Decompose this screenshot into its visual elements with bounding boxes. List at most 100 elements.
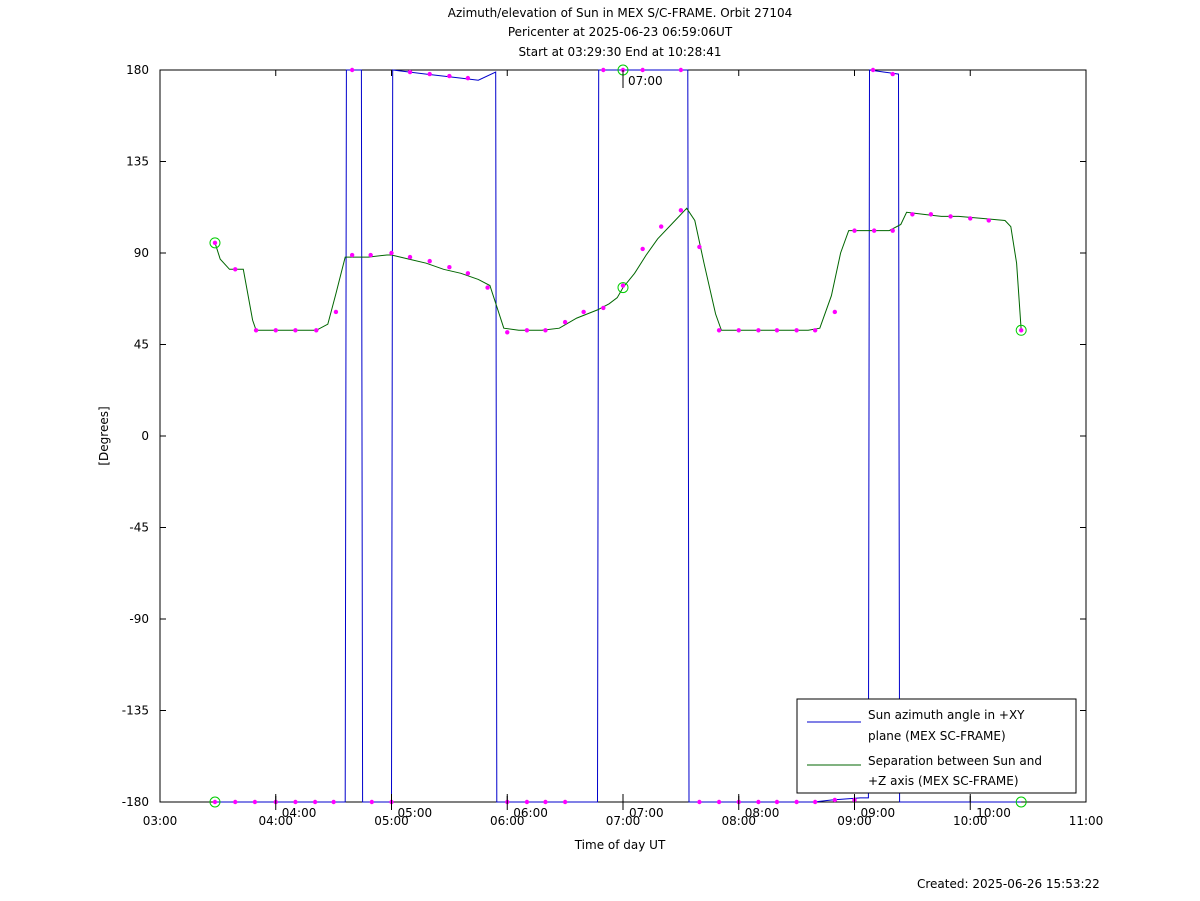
separation-marker <box>407 254 413 260</box>
y-tick-label: 90 <box>134 246 149 260</box>
separation-marker <box>794 328 799 333</box>
separation-marker <box>447 265 452 270</box>
x-tick-label: 07:00 <box>606 814 641 828</box>
x-axis-label: Time of day UT <box>574 838 666 852</box>
separation-marker <box>485 285 490 290</box>
chart-title: Azimuth/elevation of Sun in MEX S/C-FRAM… <box>448 6 793 59</box>
y-tick-label: -45 <box>129 521 149 535</box>
y-axis: 180 135 90 45 0 -45 -90 -135 -180 <box>122 63 1086 809</box>
y-tick-label: 135 <box>126 155 149 169</box>
azimuth-marker <box>697 799 702 805</box>
separation-marker <box>505 330 510 335</box>
y-tick-label: -180 <box>122 795 149 809</box>
separation-marker <box>774 328 780 333</box>
endpoint-marker <box>209 237 221 249</box>
separation-marker <box>368 252 373 258</box>
azimuth-marker <box>640 67 645 73</box>
hour-marks: 04:00 05:00 06:00 07:00 08:00 09:00 10:00 07:00 <box>275 70 1011 820</box>
separation-marker <box>543 328 548 333</box>
azimuth-marker <box>349 67 355 73</box>
pericenter-mark-label: 07:00 <box>628 74 663 88</box>
marker-layer <box>209 64 1027 808</box>
separation-marker <box>968 216 973 221</box>
azimuth-marker <box>465 75 471 81</box>
legend-label-separation-2: +Z axis (MEX SC-FRAME) <box>868 774 1019 788</box>
x-tick-label: 06:00 <box>490 814 525 828</box>
azimuth-marker <box>212 799 218 805</box>
title-line-1: Azimuth/elevation of Sun in MEX S/C-FRAM… <box>448 6 793 20</box>
separation-marker <box>697 244 702 250</box>
separation-marker <box>465 271 471 276</box>
separation-marker <box>212 240 218 246</box>
endpoint-marker <box>1015 324 1027 336</box>
legend: Sun azimuth angle in +XY plane (MEX SC-F… <box>796 698 1077 794</box>
series-azimuth-line <box>215 69 1022 803</box>
separation-marker <box>756 328 761 333</box>
separation-marker <box>678 208 684 213</box>
azimuth-marker <box>794 799 799 805</box>
azimuth-marker <box>447 73 452 79</box>
azimuth-marker <box>678 67 684 73</box>
azimuth-marker <box>543 799 548 805</box>
separation-marker <box>948 214 953 219</box>
azimuth-marker <box>756 799 761 805</box>
azimuth-marker <box>562 799 568 805</box>
azimuth-marker <box>369 799 375 805</box>
legend-box <box>796 698 1077 794</box>
separation-marker <box>349 252 355 258</box>
separation-marker <box>871 228 877 233</box>
plot-area <box>159 69 1087 803</box>
separation-marker <box>233 267 238 272</box>
endpoint-marker <box>617 282 629 294</box>
separation-marker <box>273 328 278 333</box>
azimuth-marker <box>832 797 838 803</box>
separation-marker <box>986 218 991 223</box>
separation-marker <box>812 328 818 333</box>
separation-marker <box>640 246 645 252</box>
separation-marker <box>427 258 432 264</box>
separation-marker <box>890 228 895 233</box>
x-tick-label: 10:00 <box>953 814 988 828</box>
hour-mark-label: 04:00 <box>282 806 317 820</box>
azimuth-marker <box>812 799 818 805</box>
y-tick-label: -135 <box>122 704 149 718</box>
series-layer <box>214 69 1022 803</box>
x-tick-label: 03:00 <box>143 814 178 828</box>
hour-mark-label: 09:00 <box>861 806 896 820</box>
created-timestamp: Created: 2025-06-26 15:53:22 <box>917 877 1100 891</box>
x-tick-label: 11:00 <box>1069 814 1104 828</box>
x-tick-label: 05:00 <box>374 814 409 828</box>
separation-marker <box>562 319 568 325</box>
hour-mark-label: 08:00 <box>745 806 780 820</box>
separation-marker <box>524 328 530 333</box>
separation-marker <box>333 309 339 315</box>
separation-marker <box>852 228 857 233</box>
separation-marker <box>581 309 586 315</box>
azimuth-marker <box>601 67 606 73</box>
x-axis: 03:00 04:00 05:00 06:00 07:00 08:00 09:00 10:00… <box>143 70 1104 828</box>
azimuth-marker <box>774 799 780 805</box>
separation-marker <box>832 309 838 315</box>
endpoint-marker <box>209 796 221 808</box>
separation-marker <box>736 328 741 333</box>
y-axis-label: [Degrees] <box>97 406 111 465</box>
azimuth-marker <box>312 799 318 805</box>
x-tick-label: 08:00 <box>721 814 756 828</box>
hour-mark-label: 10:00 <box>976 806 1011 820</box>
y-tick-label: -90 <box>129 612 149 626</box>
title-line-2: Pericenter at 2025-06-23 06:59:06UT <box>508 25 733 39</box>
azimuth-marker <box>870 67 876 73</box>
y-tick-label: 0 <box>141 429 149 443</box>
separation-marker <box>314 328 319 333</box>
separation-marker <box>293 328 298 333</box>
hour-mark-label: 07:00 <box>629 806 664 820</box>
azimuth-marker <box>716 799 722 805</box>
endpoint-marker <box>1015 796 1027 808</box>
separation-marker <box>620 283 626 288</box>
azimuth-marker <box>252 799 258 805</box>
separation-marker <box>601 305 606 311</box>
separation-marker <box>253 328 259 333</box>
separation-marker <box>910 212 915 217</box>
y-tick-label: 45 <box>134 338 149 352</box>
